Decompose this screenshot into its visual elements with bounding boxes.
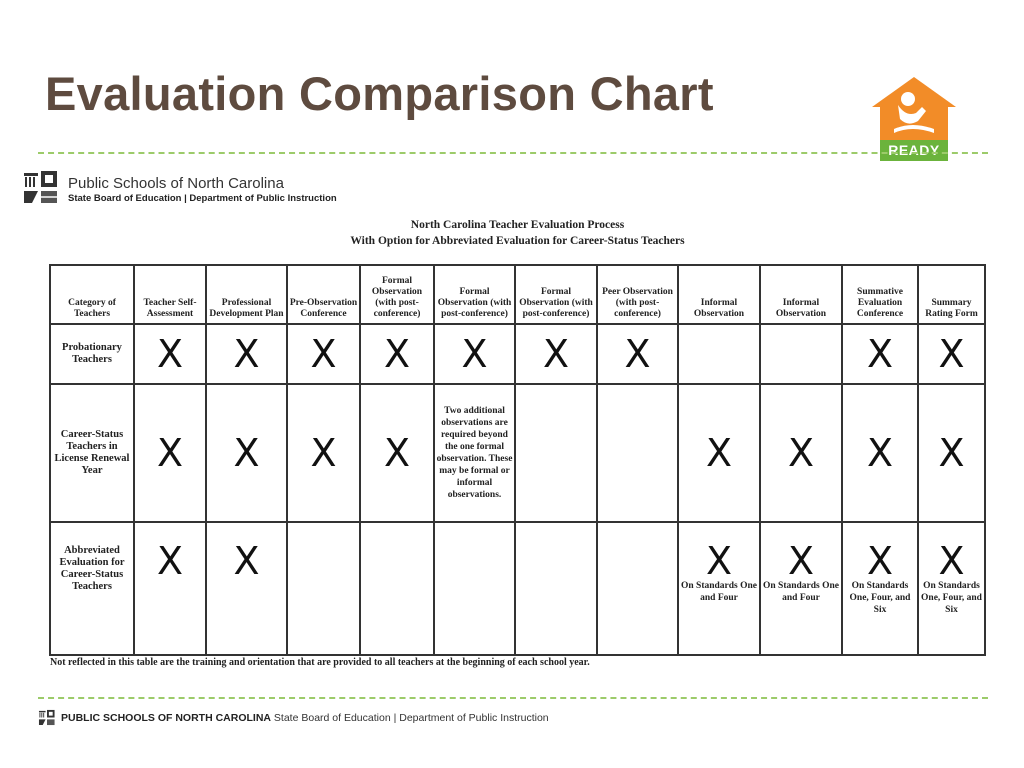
table-row: Career-Status Teachers in License Renewa…	[49, 383, 986, 523]
header-cell: Formal Observation (with post-conference…	[359, 264, 435, 325]
check-mark: X	[359, 323, 435, 385]
brand-name: Public Schools of North Carolina	[68, 175, 284, 192]
check-mark: X	[359, 383, 435, 523]
mark-cell: X On Standards One and Four	[677, 521, 761, 656]
top-divider	[38, 152, 988, 154]
footer-org: PUBLIC SCHOOLS OF NORTH CAROLINA	[61, 712, 271, 724]
header-cell: Informal Observation	[759, 264, 843, 325]
bottom-divider	[38, 697, 988, 699]
empty-cell	[286, 521, 361, 656]
empty-cell	[596, 521, 679, 656]
header-cell: Pre-Observation Conference	[286, 264, 361, 325]
dpi-brand: Public Schools of North Carolina State B…	[22, 169, 422, 209]
header-cell: Summary Rating Form	[917, 264, 986, 325]
mark-cell: X On Standards One and Four	[759, 521, 843, 656]
standards-note: On Standards One, Four, and Six	[921, 581, 982, 615]
empty-cell	[359, 521, 435, 656]
check-mark: X	[133, 383, 207, 523]
capitol-building-icon	[24, 171, 57, 203]
table-row: Probationary Teachers X X X X X X X X X	[49, 323, 986, 385]
header-cell: Summative Evaluation Conference	[841, 264, 919, 325]
additional-observations-note: Two additional observations are required…	[433, 383, 516, 523]
check-mark: X	[917, 383, 986, 523]
standards-note: On Standards One, Four, and Six	[849, 581, 911, 615]
check-mark: X	[841, 383, 919, 523]
check-mark: X	[866, 539, 894, 583]
header-cell: Category of Teachers	[49, 264, 135, 325]
table-header-row: Category of Teachers Teacher Self-Assess…	[49, 264, 986, 325]
check-mark: X	[917, 323, 986, 385]
check-mark: X	[433, 323, 516, 385]
document-title: North Carolina Teacher Evaluation Proces…	[410, 219, 625, 231]
row-label-abbreviated: Abbreviated Evaluation for Career-Status…	[49, 521, 135, 656]
empty-cell	[596, 383, 679, 523]
check-mark: X	[787, 539, 815, 583]
mark-cell: X On Standards One, Four, and Six	[917, 521, 986, 656]
check-mark: X	[205, 323, 288, 385]
table-row: Abbreviated Evaluation for Career-Status…	[49, 521, 986, 656]
check-mark: X	[677, 383, 761, 523]
ready-logo: READY	[872, 77, 956, 163]
empty-cell	[759, 323, 843, 385]
check-mark: X	[133, 323, 207, 385]
empty-cell	[514, 383, 598, 523]
check-mark: X	[759, 383, 843, 523]
row-label-probationary: Probationary Teachers	[49, 323, 135, 385]
header-cell: Formal Observation (with post-conference…	[433, 264, 516, 325]
brand-subtitle: State Board of Education | Department of…	[68, 193, 337, 204]
evaluation-table: Category of Teachers Teacher Self-Assess…	[49, 264, 986, 656]
table-footnote: Not reflected in this table are the trai…	[50, 657, 590, 668]
check-mark: X	[596, 323, 679, 385]
house-reader-icon	[872, 77, 956, 141]
footer-text: PUBLIC SCHOOLS OF NORTH CAROLINA State B…	[61, 712, 549, 724]
check-mark: X	[286, 323, 361, 385]
check-mark: X	[841, 323, 919, 385]
row-label-career-status: Career-Status Teachers in License Renewa…	[49, 383, 135, 523]
footer-dept: State Board of Education | Department of…	[273, 712, 549, 724]
mark-cell: X On Standards One, Four, and Six	[841, 521, 919, 656]
check-mark: X	[514, 323, 598, 385]
ready-banner: READY	[880, 140, 948, 161]
document-subtitle: With Option for Abbreviated Evaluation f…	[350, 235, 685, 247]
header-cell: Teacher Self-Assessment	[133, 264, 207, 325]
check-mark: X	[233, 539, 260, 583]
header-cell: Formal Observation (with post-conference…	[514, 264, 598, 325]
mark-cell: X	[133, 521, 207, 656]
empty-cell	[677, 323, 761, 385]
check-mark: X	[286, 383, 361, 523]
header-cell: Informal Observation	[677, 264, 761, 325]
capitol-building-icon	[38, 709, 55, 726]
mark-cell: X	[205, 521, 288, 656]
check-mark: X	[156, 539, 184, 583]
check-mark: X	[938, 539, 965, 583]
check-mark: X	[205, 383, 288, 523]
header-cell: Peer Observation (with post-conference)	[596, 264, 679, 325]
empty-cell	[433, 521, 516, 656]
check-mark: X	[705, 539, 733, 583]
standards-note: On Standards One and Four	[680, 581, 758, 603]
empty-cell	[514, 521, 598, 656]
header-cell: Professional Development Plan	[205, 264, 288, 325]
slide-title: Evaluation Comparison Chart	[45, 67, 714, 120]
standards-note: On Standards One and Four	[762, 581, 840, 603]
